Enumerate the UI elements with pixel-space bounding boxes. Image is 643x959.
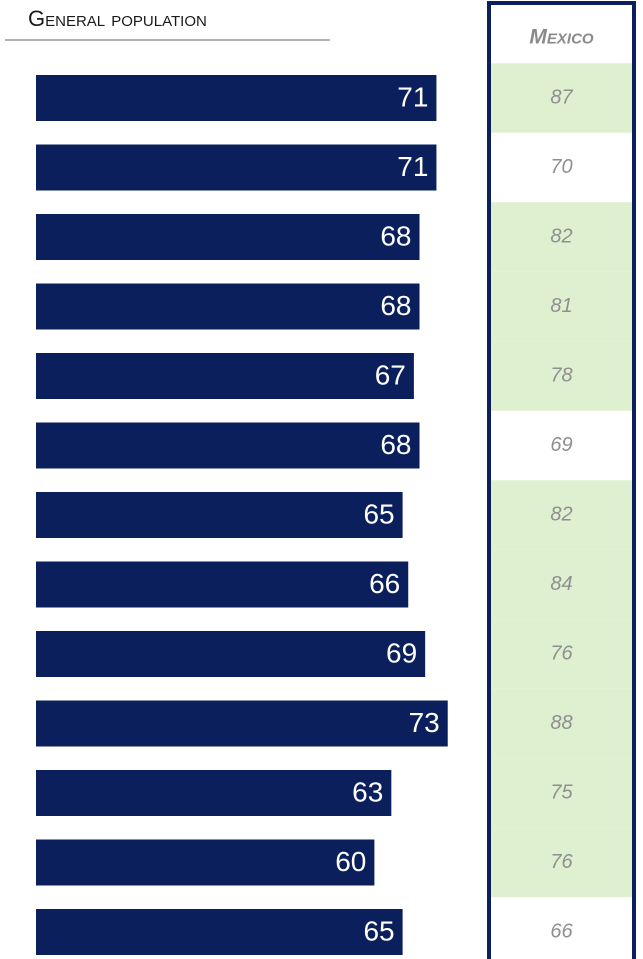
bar	[36, 770, 392, 816]
bar-label: 69	[386, 637, 417, 668]
bar	[36, 700, 448, 747]
cell-highlight	[489, 549, 634, 620]
cell-value: 82	[550, 503, 572, 525]
bar	[36, 631, 426, 677]
cell-value: 69	[550, 434, 572, 456]
cell-value: 66	[550, 920, 573, 942]
bar	[36, 144, 437, 191]
bar-label: 73	[409, 707, 440, 738]
bar	[36, 353, 414, 399]
cell-value: 76	[550, 851, 573, 873]
cell-value: 87	[550, 86, 573, 108]
bar	[36, 561, 409, 608]
cell-value: 78	[550, 364, 572, 386]
bar-label: 66	[369, 568, 400, 599]
bar	[36, 283, 420, 330]
bar-label: 68	[380, 220, 411, 251]
cell-highlight	[489, 271, 634, 342]
bar	[36, 839, 375, 886]
bar	[36, 492, 403, 538]
bars: 71 71 68 68 67 68 65 66 69 73 63 60 65	[36, 75, 448, 955]
bar-label: 71	[397, 81, 428, 112]
chart-title: General population	[28, 6, 207, 31]
cell-highlight	[489, 480, 634, 550]
cell-highlight	[489, 619, 634, 689]
cell-highlight	[489, 758, 634, 828]
bar-label: 68	[380, 429, 411, 460]
bar-label: 68	[380, 290, 411, 321]
cell-value: 75	[550, 781, 573, 803]
cell-value: 84	[550, 573, 572, 595]
column-title: Mexico	[529, 26, 594, 49]
bar-label: 65	[363, 915, 394, 946]
bar	[36, 422, 420, 469]
bar-label: 65	[363, 498, 394, 529]
cell-value: 82	[550, 225, 572, 247]
column-border	[487, 1, 636, 959]
bar	[36, 214, 420, 260]
bar-label: 63	[352, 776, 383, 807]
bar-label: 71	[397, 151, 428, 182]
cell-highlight	[489, 63, 634, 133]
cell-value: 76	[550, 642, 573, 664]
cell-value: 70	[550, 156, 572, 178]
mexico-column: Mexico 87 70 82 81 78 69 82 84 76 88 75 76 66	[487, 1, 636, 959]
cell-value: 88	[550, 712, 572, 734]
cell-highlight	[489, 688, 634, 759]
bar	[36, 75, 437, 121]
bar	[36, 909, 403, 955]
cell-highlight	[489, 202, 634, 272]
bar-label: 67	[375, 359, 406, 390]
bar-label: 60	[335, 846, 366, 877]
cell-highlight	[489, 827, 634, 898]
cell-highlight	[489, 341, 634, 411]
cell-value: 81	[550, 295, 572, 317]
